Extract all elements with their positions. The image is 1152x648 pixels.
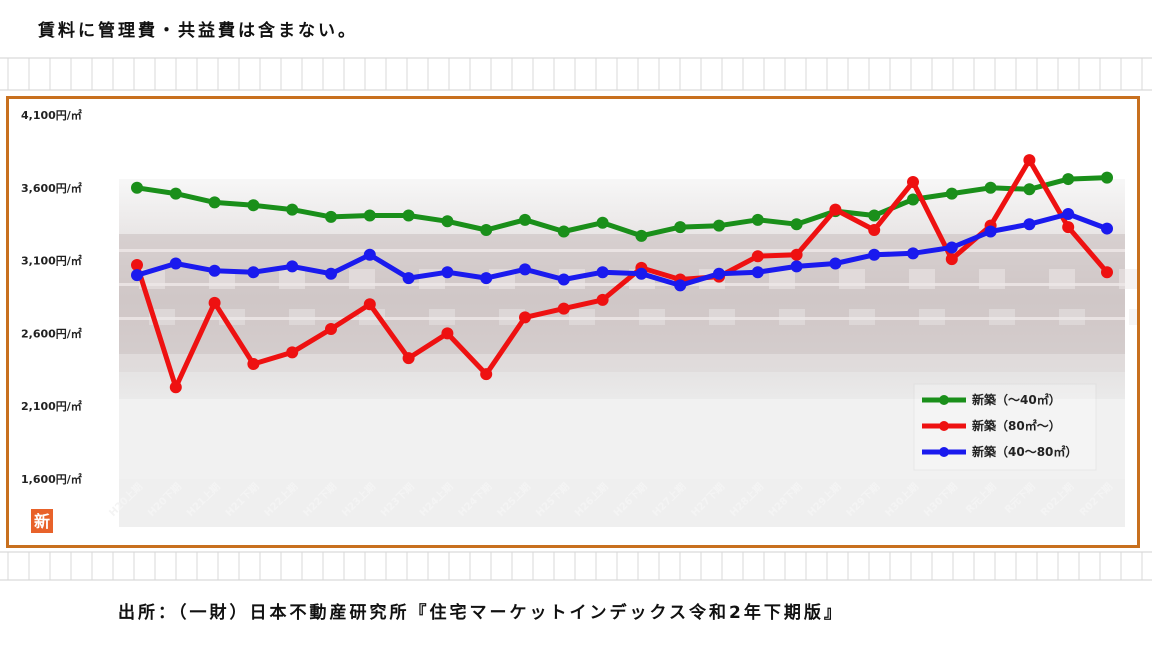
data-point	[790, 248, 803, 261]
data-point	[208, 296, 221, 309]
data-point	[441, 266, 454, 279]
data-point	[790, 260, 803, 273]
data-point	[208, 264, 221, 277]
data-point	[945, 187, 958, 200]
data-point	[557, 225, 570, 238]
line-chart: 1,600円/㎡ 2,100円/㎡ 2,600円/㎡ 3,100円/㎡ 3,600円/㎡…	[21, 108, 1137, 533]
y-tick-label: 1,600円/㎡	[21, 472, 82, 486]
data-point	[441, 215, 454, 228]
series-line	[136, 175, 1108, 239]
data-point	[557, 302, 570, 315]
legend-label: 新築（80㎡～）	[972, 418, 1061, 433]
data-point	[907, 175, 919, 188]
legend-label: 新築（～40㎡）	[972, 392, 1061, 407]
data-point	[751, 266, 764, 279]
data-point	[596, 266, 609, 279]
data-point	[945, 241, 958, 254]
data-point	[635, 229, 648, 242]
data-point	[557, 273, 570, 286]
data-point	[1023, 183, 1036, 196]
data-point	[907, 247, 919, 260]
data-point	[596, 293, 609, 306]
data-point	[751, 250, 764, 263]
data-point	[790, 218, 803, 231]
data-point	[519, 311, 531, 324]
data-point	[286, 260, 299, 273]
data-point	[1101, 266, 1113, 279]
data-point	[1062, 208, 1075, 221]
data-point	[868, 224, 881, 237]
legend-swatch-marker	[939, 421, 949, 431]
legend-swatch-marker	[939, 447, 949, 457]
data-point	[480, 224, 493, 237]
data-point	[441, 327, 454, 340]
header-note: 賃料に管理費・共益費は含まない。	[38, 21, 358, 41]
data-point	[286, 346, 299, 359]
y-tick-label: 3,600円/㎡	[21, 181, 82, 195]
data-point	[131, 258, 143, 271]
data-point	[169, 381, 182, 394]
data-point	[635, 267, 648, 280]
data-point	[674, 221, 687, 234]
y-tick-label: 2,600円/㎡	[21, 326, 82, 340]
data-point	[751, 213, 764, 226]
data-point	[907, 193, 919, 206]
badge-label: 新	[34, 512, 50, 531]
data-point	[247, 266, 260, 279]
data-point	[169, 187, 182, 200]
data-point	[945, 253, 958, 266]
data-point	[363, 209, 376, 222]
data-point	[984, 181, 997, 194]
data-point	[247, 199, 260, 212]
data-point	[208, 196, 221, 209]
data-point	[519, 263, 531, 276]
data-point	[402, 352, 415, 365]
data-point	[480, 272, 493, 285]
data-point	[519, 213, 531, 226]
data-point	[325, 323, 337, 336]
data-point	[829, 257, 842, 270]
badge-box	[31, 509, 53, 533]
data-point	[674, 279, 687, 292]
data-point	[286, 203, 299, 216]
data-point	[480, 368, 493, 381]
data-point	[984, 225, 997, 238]
data-point	[402, 209, 415, 222]
data-point	[169, 257, 182, 270]
data-point	[1101, 171, 1113, 184]
data-point	[713, 267, 725, 280]
data-point	[1023, 154, 1036, 167]
data-point	[1062, 221, 1075, 234]
series-2	[131, 208, 1113, 292]
data-point	[868, 248, 881, 261]
data-point	[325, 210, 337, 223]
data-point	[325, 267, 337, 280]
new-build-badge: 新	[31, 509, 53, 533]
data-point	[363, 298, 376, 311]
data-point	[1101, 222, 1113, 235]
y-tick-label: 3,100円/㎡	[21, 254, 82, 268]
data-point	[131, 269, 143, 282]
data-point	[596, 216, 609, 229]
data-point	[868, 209, 881, 222]
legend-label: 新築（40～80㎡）	[972, 444, 1077, 459]
data-point	[247, 357, 260, 370]
data-point	[402, 272, 415, 285]
y-tick-label: 4,100円/㎡	[21, 108, 82, 122]
source-note: 出所：（一財）日本不動産研究所『住宅マーケットインデックス令和2年下期版』	[118, 603, 844, 623]
y-tick-label: 2,100円/㎡	[21, 399, 82, 413]
data-point	[1062, 173, 1075, 186]
data-point	[131, 181, 143, 194]
data-point	[1023, 218, 1036, 231]
data-point	[713, 219, 725, 232]
data-point	[363, 248, 376, 261]
data-point	[829, 203, 842, 216]
legend-swatch-marker	[939, 395, 949, 405]
series-line	[136, 211, 1108, 288]
chart-frame: 1,600円/㎡ 2,100円/㎡ 2,600円/㎡ 3,100円/㎡ 3,600円/㎡…	[6, 96, 1140, 548]
legend: 新築（～40㎡） 新築（80㎡～） 新築（40～80㎡）	[913, 383, 1097, 471]
